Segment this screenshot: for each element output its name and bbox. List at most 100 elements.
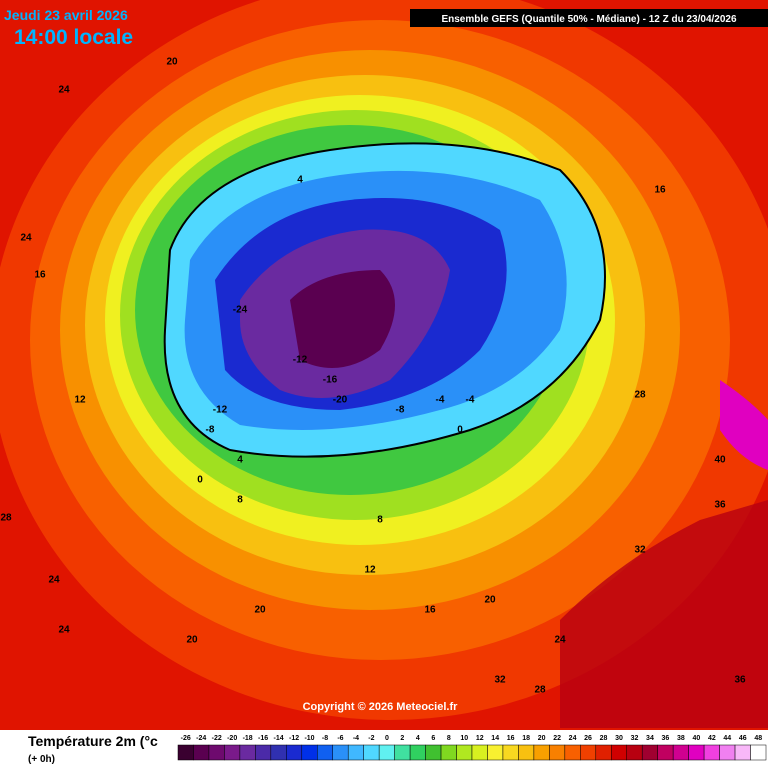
scale-label: 8 — [447, 735, 451, 742]
contour-label: -4 — [436, 395, 445, 406]
color-swatch — [734, 744, 751, 761]
scale-label: 38 — [677, 735, 685, 742]
contour-label: 20 — [484, 595, 496, 606]
color-swatch — [363, 744, 380, 761]
color-swatch — [533, 744, 550, 761]
scale-label: 32 — [631, 735, 639, 742]
contour-label: -12 — [213, 405, 228, 416]
date: Jeudi 23 avril 2026 — [4, 7, 128, 23]
scale-label: 30 — [615, 735, 623, 742]
contour-label: -4 — [466, 395, 475, 406]
contour-label: -8 — [396, 405, 405, 416]
contour-label: 28 — [634, 390, 646, 401]
scale-label: 40 — [692, 735, 700, 742]
scale-label: 36 — [662, 735, 670, 742]
model: Ensemble GEFS (Quantile 50% - Médiane) -… — [441, 14, 737, 25]
scale-label: -2 — [368, 735, 374, 742]
color-swatch — [332, 744, 349, 761]
contour-label: -8 — [206, 425, 215, 436]
color-swatch — [688, 744, 705, 761]
scale-label: 0 — [385, 735, 389, 742]
color-swatch — [440, 744, 457, 761]
contour-label: 0 — [457, 425, 463, 436]
scale-label: -12 — [289, 735, 299, 742]
color-swatch — [549, 744, 566, 761]
color-swatch — [595, 744, 612, 761]
zero-contour — [163, 142, 606, 458]
scale-label: -24 — [196, 735, 206, 742]
contour-labels: 24 20 24 28 24 24 20 16 12 8 4 0 -4 -8 -12 -16 -20 -24 -12… — [0, 57, 746, 696]
zone — [720, 380, 768, 470]
color-swatch — [657, 744, 674, 761]
model-banner — [410, 9, 768, 27]
contour-label: 20 — [254, 605, 266, 616]
scale-label: 10 — [460, 735, 468, 742]
color-swatch — [239, 744, 256, 761]
color-swatch — [301, 744, 318, 761]
color-swatch — [177, 744, 194, 761]
temperature-field — [0, 0, 768, 728]
contour-label: 8 — [237, 495, 243, 506]
scale-label: -26 — [181, 735, 191, 742]
scale-label: -16 — [258, 735, 268, 742]
scale-label: 18 — [522, 735, 530, 742]
color-swatch — [255, 744, 272, 761]
color-swatch — [456, 744, 473, 761]
contour-label: -16 — [323, 375, 338, 386]
contour-label: -20 — [333, 395, 348, 406]
contour-label: 0 — [197, 475, 203, 486]
contour-label: 24 — [58, 625, 70, 636]
contour-label: 16 — [424, 605, 436, 616]
color-swatch — [719, 744, 736, 761]
color-swatch — [394, 744, 411, 761]
color-swatch — [641, 744, 658, 761]
scale-label: -14 — [274, 735, 284, 742]
color-swatch — [208, 744, 225, 761]
copyright: Copyright © 2026 Meteociel.fr — [303, 701, 459, 713]
contour-label: 4 — [237, 455, 243, 466]
contour-label: 36 — [714, 500, 726, 511]
scale-label: 12 — [476, 735, 484, 742]
scale-label: -6 — [337, 735, 343, 742]
scale-label: 34 — [646, 735, 654, 742]
color-swatch — [286, 744, 303, 761]
color-swatch — [378, 744, 395, 761]
scale-label: -8 — [322, 735, 328, 742]
color-swatch — [580, 744, 597, 761]
scale-label: 16 — [507, 735, 515, 742]
legend-title: Température 2m (°c — [28, 733, 158, 749]
color-swatch — [564, 744, 581, 761]
color-swatch — [193, 744, 210, 761]
contour-label: 16 — [34, 270, 46, 281]
contour-label: 32 — [634, 545, 646, 556]
scale-label: 6 — [431, 735, 435, 742]
color-swatch — [750, 744, 767, 761]
contour-label: 4 — [297, 175, 303, 186]
color-swatch — [703, 744, 720, 761]
scale-label: 48 — [754, 735, 762, 742]
color-swatch — [672, 744, 689, 761]
contour-label: 12 — [364, 565, 376, 576]
scale-label: -10 — [304, 735, 314, 742]
scale-label: 4 — [416, 735, 420, 742]
contour-label: 24 — [554, 635, 566, 646]
color-swatch — [347, 744, 364, 761]
contour-label: 24 — [58, 85, 70, 96]
color-swatch — [487, 744, 504, 761]
contour-label: -12 — [293, 355, 308, 366]
contour-label: 28 — [0, 513, 12, 524]
contour-label: 28 — [534, 685, 546, 696]
scale-label: 42 — [708, 735, 716, 742]
scale-label: 44 — [723, 735, 731, 742]
color-scale: -26 -24 -22 -20 -18 -16 -14 -12 -10 -8 -6 -4 -2 0 2 4 6 8… — [177, 735, 767, 761]
contour-label: -24 — [233, 305, 248, 316]
contour-label: 24 — [20, 233, 32, 244]
contour-label: 32 — [494, 675, 506, 686]
color-swatch — [409, 744, 426, 761]
color-swatch — [270, 744, 287, 761]
color-swatch — [626, 744, 643, 761]
color-swatch — [518, 744, 535, 761]
scale-label: 26 — [584, 735, 592, 742]
color-swatch — [317, 744, 333, 761]
